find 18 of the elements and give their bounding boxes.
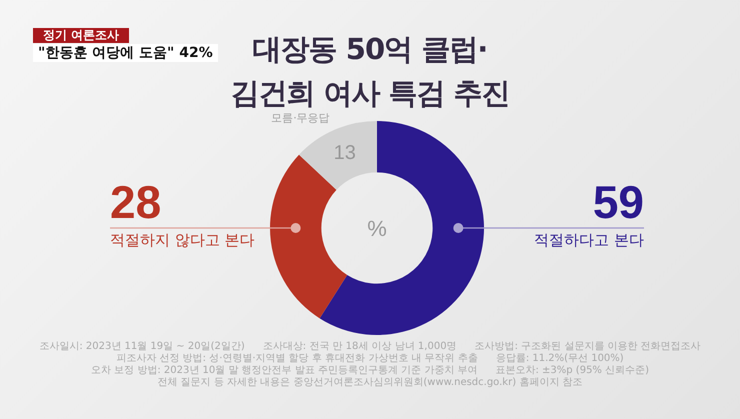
chart-title: 대장동 50억 클럽· 김건희 여사 특검 추진 <box>230 32 510 110</box>
text: 응답률: 11.2%(무선 100%) <box>496 353 624 365</box>
slice-label: 적절하지 않다고 본다 <box>110 230 255 249</box>
data-label: 13 <box>334 142 356 164</box>
text: % <box>367 216 387 242</box>
text: 전체 질문지 등 자세한 내용은 중앙선거여론조사심의위원회(www.nesdc.go.kr) 홈페이지 참조 <box>158 377 582 389</box>
data-label: 28 <box>110 176 162 228</box>
text: 피조사자 선정 방법: 성·연령별·지역별 할당 후 휴대전화 가상번호 내 무작위 추출 <box>116 353 478 365</box>
text: 조사대상: 전국 만 18세 이상 남녀 1,000명 <box>262 341 457 353</box>
text: 표본오차: ±3%p (95% 신뢰수준) <box>495 365 650 377</box>
text: 조사방법: 구조화된 설문지를 이용한 전화면접조사 <box>474 341 701 353</box>
slice-label: 적절하다고 본다 <box>534 230 644 249</box>
text: 오차 보정 방법: 2023년 10월 말 행정안전부 발표 주민등록인구통계 기준 가중치 부여 <box>90 365 478 377</box>
slice-label: 모름·무응답 <box>271 112 330 125</box>
text: "한동훈 여당에 도움" 42% <box>33 44 218 62</box>
text: 정기 여론조사 <box>33 28 130 43</box>
data-label: 59 <box>592 176 644 228</box>
text: 조사일시: 2023년 11월 19일 ~ 20일(2일간) <box>39 341 245 353</box>
